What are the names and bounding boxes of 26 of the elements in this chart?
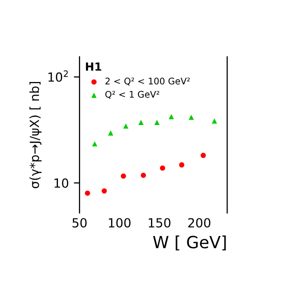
- y-tick-label: 10$^{2}$: [48, 70, 68, 82]
- point: [138, 120, 144, 125]
- y-axis-title: σ(γ*p→J/ψX) [ nb]: [29, 82, 42, 188]
- point: [188, 114, 194, 120]
- x-tick-label: 150: [148, 218, 170, 228]
- point: [92, 141, 98, 146]
- x-tick-label: 200: [188, 218, 210, 228]
- x-tick-label: 50: [72, 218, 87, 228]
- point: [120, 173, 126, 179]
- x-axis-title: W [ GeV]: [153, 236, 226, 250]
- point: [212, 118, 218, 124]
- y-tick-label: 10: [54, 178, 68, 188]
- point: [123, 123, 128, 129]
- legend-title: H1: [86, 62, 102, 71]
- point: [179, 162, 184, 168]
- point: [102, 188, 107, 194]
- legend-label: 2 < Q² < 100 GeV²: [105, 78, 190, 86]
- point: [200, 152, 206, 158]
- point: [154, 120, 160, 125]
- point: [168, 114, 174, 120]
- point: [160, 165, 166, 171]
- x-tick-label: 100: [108, 218, 131, 228]
- legend-label: Q² < 1 GeV²: [105, 90, 160, 99]
- point: [140, 172, 146, 178]
- point: [108, 130, 114, 136]
- point: [84, 190, 90, 196]
